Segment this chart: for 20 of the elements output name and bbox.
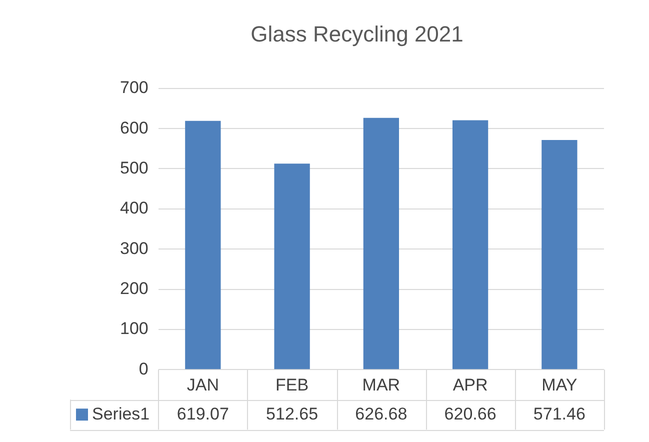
data-label: 626.68 — [355, 404, 408, 424]
y-tick-label: 200 — [120, 278, 148, 298]
legend-label: Series1 — [92, 404, 150, 424]
y-tick-label: 400 — [120, 198, 148, 218]
y-tick-label: 700 — [120, 78, 148, 98]
y-tick-label: 100 — [120, 319, 148, 338]
x-tick-label: MAY — [542, 375, 578, 394]
data-label: 620.66 — [444, 404, 496, 424]
data-label: 619.07 — [176, 404, 229, 424]
y-tick-label: 0 — [138, 359, 148, 378]
y-tick-label: 500 — [120, 158, 148, 178]
x-tick-label: FEB — [276, 375, 309, 394]
y-tick-label: 300 — [120, 238, 148, 258]
data-label: 512.65 — [266, 404, 318, 424]
chart-title: Glass Recycling 2021 — [250, 21, 464, 46]
x-tick-label: APR — [452, 375, 488, 394]
x-tick-label: JAN — [186, 375, 219, 394]
x-tick-label: MAR — [362, 375, 400, 394]
y-tick-label: 600 — [120, 118, 148, 138]
data-label: 571.46 — [533, 404, 586, 424]
